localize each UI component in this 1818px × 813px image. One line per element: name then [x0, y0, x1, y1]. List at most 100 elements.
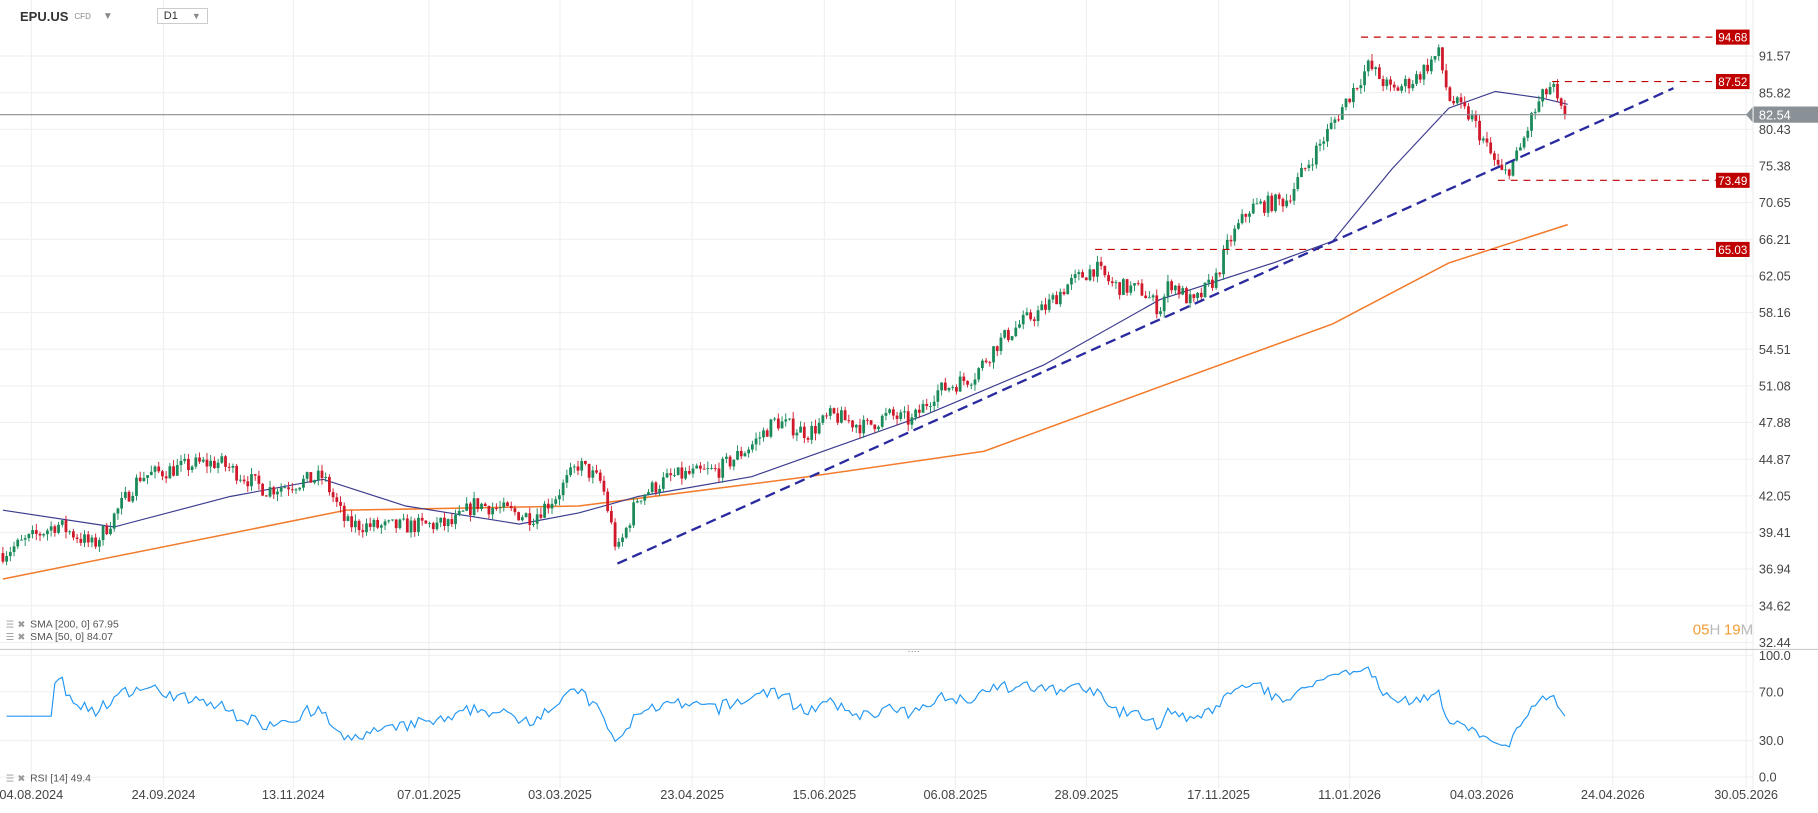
candle-up: [1214, 272, 1218, 288]
candle-up: [840, 410, 843, 423]
remove-icon[interactable]: ✖: [17, 619, 25, 629]
candle-up: [116, 508, 120, 514]
y-tick-label: 39.41: [1759, 525, 1791, 540]
candle-up: [1511, 160, 1515, 176]
candle-up: [1518, 147, 1522, 151]
timeframe-select[interactable]: D1 ▼: [156, 8, 208, 24]
candle-up: [446, 519, 450, 527]
candle-up: [910, 417, 914, 425]
candle-up: [1437, 47, 1441, 57]
candle-up: [1359, 85, 1363, 89]
candle-down: [75, 537, 79, 539]
candle-up: [1311, 164, 1314, 166]
candle-up: [276, 491, 279, 495]
legend-sma50-label: SMA [50, 0] 84.07: [30, 632, 113, 643]
candle-up: [1058, 291, 1062, 305]
candle-down: [1170, 281, 1174, 291]
candle-up: [624, 527, 628, 538]
candle-down: [227, 466, 231, 468]
settings-icon[interactable]: ☰: [6, 619, 14, 629]
candle-down: [739, 450, 743, 457]
candle-up: [1326, 128, 1329, 142]
candle-up: [1070, 277, 1073, 285]
candle-down: [1044, 304, 1047, 310]
candle-up: [1188, 294, 1192, 304]
candle-down: [776, 418, 780, 429]
candle-down: [72, 531, 75, 538]
candle-up: [676, 467, 680, 475]
sma50-path: [2, 90, 1568, 528]
candle-up: [621, 537, 624, 542]
candle-down: [528, 513, 532, 526]
candle-up: [1285, 200, 1289, 207]
candle-up: [1159, 311, 1162, 315]
candle-down: [1192, 294, 1196, 299]
symbol-dropdown-caret-icon[interactable]: ▼: [102, 10, 113, 22]
sma50-line: [2, 90, 1568, 528]
candle-down: [1337, 119, 1340, 121]
candle-up: [628, 525, 632, 528]
candle-up: [23, 538, 27, 540]
candle-up: [973, 379, 977, 385]
candle-up: [1014, 327, 1018, 337]
candle-up: [558, 495, 561, 500]
candle-up: [1173, 285, 1177, 291]
candle-up: [572, 466, 576, 468]
candle-up: [1096, 261, 1099, 277]
pane-resize-handle[interactable]: ‥‥: [907, 644, 919, 654]
overlays[interactable]: 82.54 94.68 87.52 73.49 65.03: [0, 29, 1818, 565]
candle-down: [1006, 330, 1010, 340]
candle-up: [684, 470, 687, 479]
candle-up: [238, 479, 242, 481]
y-tick-label: 44.87: [1759, 452, 1791, 467]
candle-up: [947, 387, 951, 391]
candle-up: [1374, 67, 1378, 70]
timeframe-value: D1: [163, 10, 178, 22]
candle-down: [539, 514, 543, 518]
candle-up: [520, 517, 524, 521]
candle-down: [468, 503, 472, 516]
candle-down: [350, 516, 354, 528]
candle-up: [632, 502, 636, 526]
candle-down: [161, 471, 164, 477]
candle-up: [1333, 119, 1337, 123]
candle-up: [691, 468, 695, 474]
candle-down: [1118, 282, 1122, 295]
x-tick-label: 04.08.2024: [0, 787, 63, 802]
chevron-down-icon: ▼: [191, 11, 201, 21]
candle-up: [439, 517, 443, 523]
candle-up: [1025, 312, 1029, 316]
candle-up: [929, 405, 932, 407]
candle-up: [1166, 281, 1170, 297]
candle-up: [16, 539, 20, 547]
x-tick-label: 15.06.2025: [792, 787, 856, 802]
candle-up: [969, 384, 973, 386]
x-tick-label: 13.11.2024: [262, 787, 325, 802]
candle-up: [149, 471, 153, 476]
symbol-name[interactable]: EPU.US: [20, 8, 69, 24]
last-price-label: 82.54: [1759, 107, 1791, 122]
candle-down: [1229, 239, 1233, 242]
candle-up: [1162, 296, 1166, 312]
candle-down: [331, 492, 335, 498]
settings-icon[interactable]: ☰: [6, 632, 14, 642]
candle-up: [639, 500, 643, 502]
candle-up: [999, 337, 1003, 351]
candle-down: [1029, 312, 1033, 320]
candle-up: [353, 520, 357, 528]
candle-up: [932, 401, 936, 406]
remove-icon[interactable]: ✖: [17, 632, 25, 642]
candle-up: [695, 465, 699, 469]
candle-down: [79, 538, 83, 543]
candle-down: [1463, 102, 1467, 107]
level-label: 73.49: [1718, 176, 1747, 188]
candle-up: [1147, 297, 1151, 299]
candle-up: [42, 534, 46, 536]
remove-icon[interactable]: ✖: [17, 774, 25, 784]
candle-down: [1177, 285, 1181, 295]
candle-up: [821, 415, 825, 423]
candle-up: [1307, 164, 1311, 168]
settings-icon[interactable]: ☰: [6, 774, 14, 784]
candle-down: [1507, 169, 1511, 176]
